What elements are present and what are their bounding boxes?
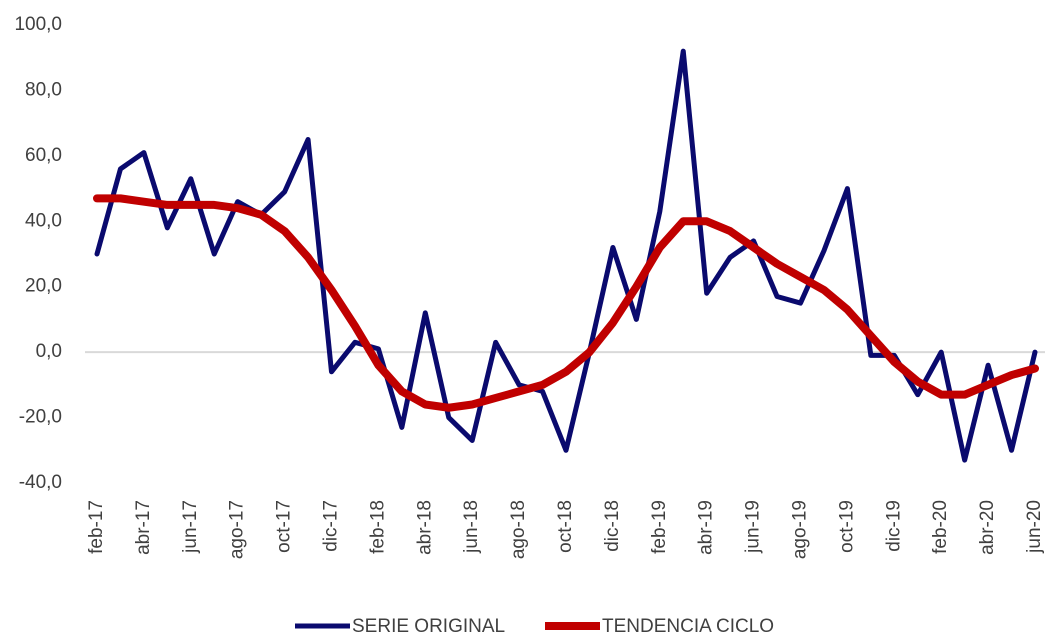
- series-line: [93, 194, 1039, 412]
- y-tick-label: 80,0: [25, 79, 62, 100]
- x-tick-label: abr-18: [414, 500, 435, 555]
- x-tick-label: jun-20: [1024, 500, 1045, 554]
- x-tick-label: dic-18: [602, 500, 623, 552]
- x-tick-label: jun-18: [461, 500, 482, 554]
- y-tick-label: 100,0: [14, 14, 62, 35]
- x-tick-label: ago-18: [508, 500, 529, 559]
- y-tick-label: 60,0: [25, 145, 62, 166]
- x-tick-label: oct-19: [836, 500, 857, 553]
- x-tick-label: ago-19: [790, 500, 811, 559]
- x-tick-label: oct-17: [274, 500, 295, 553]
- x-tick-label: feb-19: [649, 500, 670, 554]
- legend-label: SERIE ORIGINAL: [352, 616, 505, 637]
- x-tick-label: ago-17: [227, 500, 248, 559]
- x-tick-label: oct-18: [555, 500, 576, 553]
- x-tick-label: dic-17: [321, 500, 342, 552]
- legend-label: TENDENCIA CICLO: [602, 616, 774, 637]
- y-tick-label: -40,0: [19, 472, 62, 493]
- x-tick-label: abr-19: [696, 500, 717, 555]
- y-tick-label: -20,0: [19, 407, 62, 428]
- x-tick-label: jun-19: [743, 500, 764, 554]
- x-tick-label: abr-17: [133, 500, 154, 555]
- y-tick-label: 0,0: [36, 341, 62, 362]
- x-tick-label: feb-20: [930, 500, 951, 554]
- series-line: [94, 48, 1038, 463]
- x-tick-label: abr-20: [977, 500, 998, 555]
- x-tick-label: feb-17: [86, 500, 107, 554]
- x-tick-label: feb-18: [367, 500, 388, 554]
- x-tick-label: jun-17: [180, 500, 201, 554]
- y-tick-label: 20,0: [25, 276, 62, 297]
- y-tick-label: 40,0: [25, 210, 62, 231]
- x-tick-label: dic-19: [883, 500, 904, 552]
